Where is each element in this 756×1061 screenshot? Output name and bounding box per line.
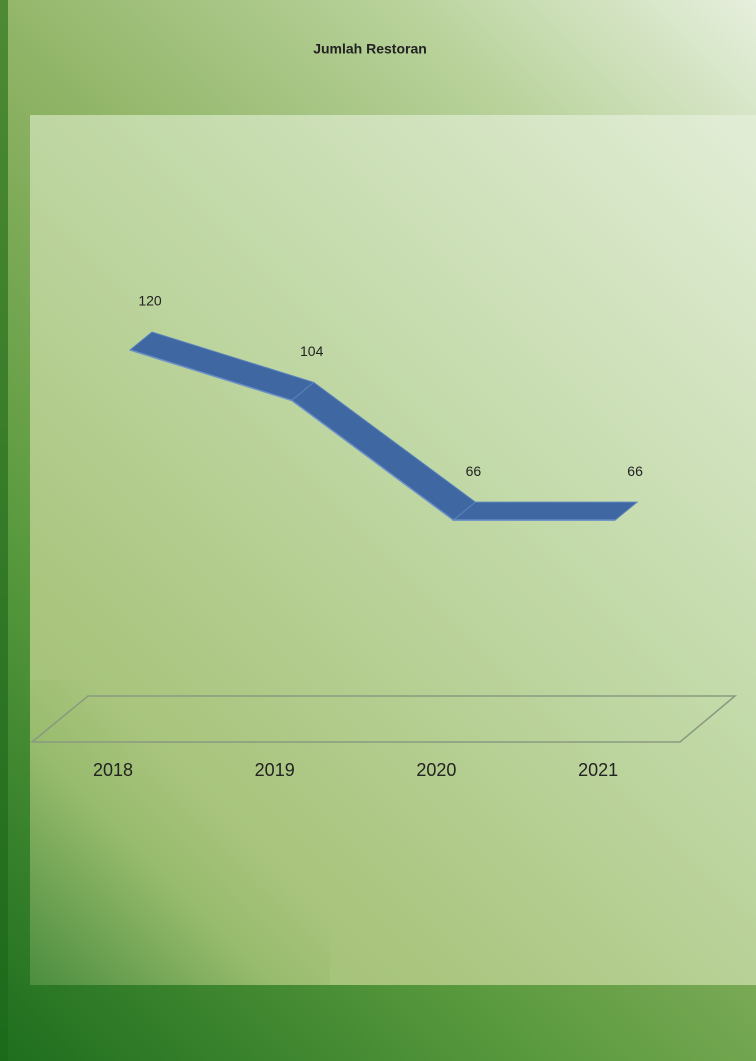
ribbon-segment bbox=[290, 381, 477, 521]
data-label: 104 bbox=[300, 343, 324, 359]
plot-shade bbox=[30, 680, 330, 985]
background-edge bbox=[0, 0, 8, 1061]
ribbon-segment bbox=[128, 331, 315, 401]
chart-title: Jumlah Restoran bbox=[313, 41, 427, 57]
x-tick-label: 2021 bbox=[578, 760, 618, 780]
ribbon-segment bbox=[451, 501, 639, 521]
data-label: 66 bbox=[627, 463, 643, 479]
x-tick-label: 2020 bbox=[416, 760, 456, 780]
x-tick-label: 2018 bbox=[93, 760, 133, 780]
floor bbox=[29, 695, 738, 743]
x-tick-label: 2019 bbox=[255, 760, 295, 780]
data-label: 120 bbox=[138, 293, 162, 309]
data-label: 66 bbox=[466, 463, 482, 479]
ribbon-front-edge bbox=[129, 349, 616, 521]
